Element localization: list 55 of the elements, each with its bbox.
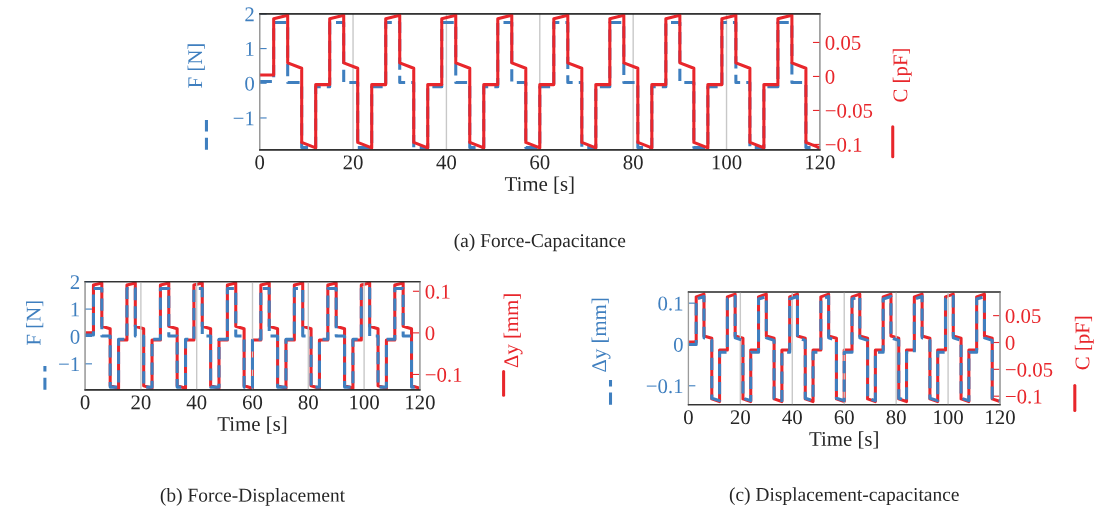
- x-tick-label: 0: [684, 410, 693, 425]
- x-tick-label: 80: [886, 410, 906, 425]
- y2-tick-label: −0.1: [425, 367, 462, 382]
- x-tick-label: 120: [406, 395, 435, 410]
- x-tick-label: 0: [255, 155, 265, 170]
- y2-tick-label: −0.05: [1005, 362, 1053, 377]
- text: (b) Force-Displacement: [160, 488, 345, 506]
- y-tick-label: 1: [71, 302, 79, 317]
- y2-tick-label: −0.05: [825, 103, 873, 118]
- x-tick-label: 120: [806, 155, 835, 170]
- y2-tick-label: 0.05: [1005, 309, 1041, 324]
- x-tick-label: 0: [80, 395, 90, 410]
- x-tick-label: 40: [186, 395, 207, 410]
- y2-tick-label: −0.1: [1005, 389, 1042, 404]
- text: (a) Force-Capacitance: [454, 233, 626, 252]
- y-axis-title: Δy [mm]: [591, 298, 611, 372]
- x-axis-title: Time [s]: [504, 176, 574, 194]
- x-tick-label: 60: [242, 395, 263, 410]
- y2-tick-label: 0.1: [425, 284, 450, 299]
- x-tick-label: 40: [782, 410, 802, 425]
- y-tick-label: −1: [59, 357, 79, 372]
- x-tick-label: 100: [350, 395, 379, 410]
- y2-axis-title: Δy [mm]: [503, 294, 523, 368]
- y2-tick-label: 0: [425, 326, 435, 341]
- y-axis-title: F [N]: [26, 301, 44, 346]
- y-axis-title: F [N]: [187, 44, 205, 88]
- y-tick-label: 1: [246, 42, 254, 56]
- x-tick-label: 20: [131, 395, 151, 410]
- x-tick-label: 20: [730, 410, 750, 425]
- x-axis-title: Time [s]: [217, 416, 287, 434]
- y-tick-label: 2: [70, 275, 80, 289]
- x-tick-label: 40: [436, 155, 457, 170]
- y2-tick-label: 0: [825, 69, 835, 84]
- x-tick-label: 60: [530, 155, 550, 170]
- y-tick-label: −1: [233, 111, 254, 126]
- text: (c) Displacement-capacitance: [729, 487, 959, 505]
- x-tick-label: 100: [712, 155, 742, 170]
- y2-tick-label: −0.1: [825, 137, 862, 152]
- x-tick-label: 80: [298, 395, 318, 410]
- y-tick-label: 2: [245, 7, 254, 22]
- y2-tick-label: 0: [1005, 335, 1015, 350]
- x-tick-label: 60: [834, 410, 854, 425]
- x-tick-label: 100: [934, 410, 963, 425]
- y2-tick-label: 0.05: [825, 35, 861, 50]
- y-tick-label: 0.1: [658, 296, 683, 311]
- x-tick-label: 120: [986, 410, 1015, 425]
- y-tick-label: −0.1: [646, 379, 683, 394]
- y-tick-label: 0: [70, 329, 80, 344]
- y-tick-label: 0: [673, 337, 683, 352]
- x-tick-label: 20: [343, 155, 363, 170]
- y2-axis-title: C [pF]: [892, 49, 912, 102]
- y2-axis-title: C [pF]: [1074, 316, 1094, 370]
- y-tick-label: 0: [245, 76, 255, 91]
- x-axis-title: Time [s]: [809, 431, 878, 449]
- x-tick-label: 80: [623, 155, 643, 170]
